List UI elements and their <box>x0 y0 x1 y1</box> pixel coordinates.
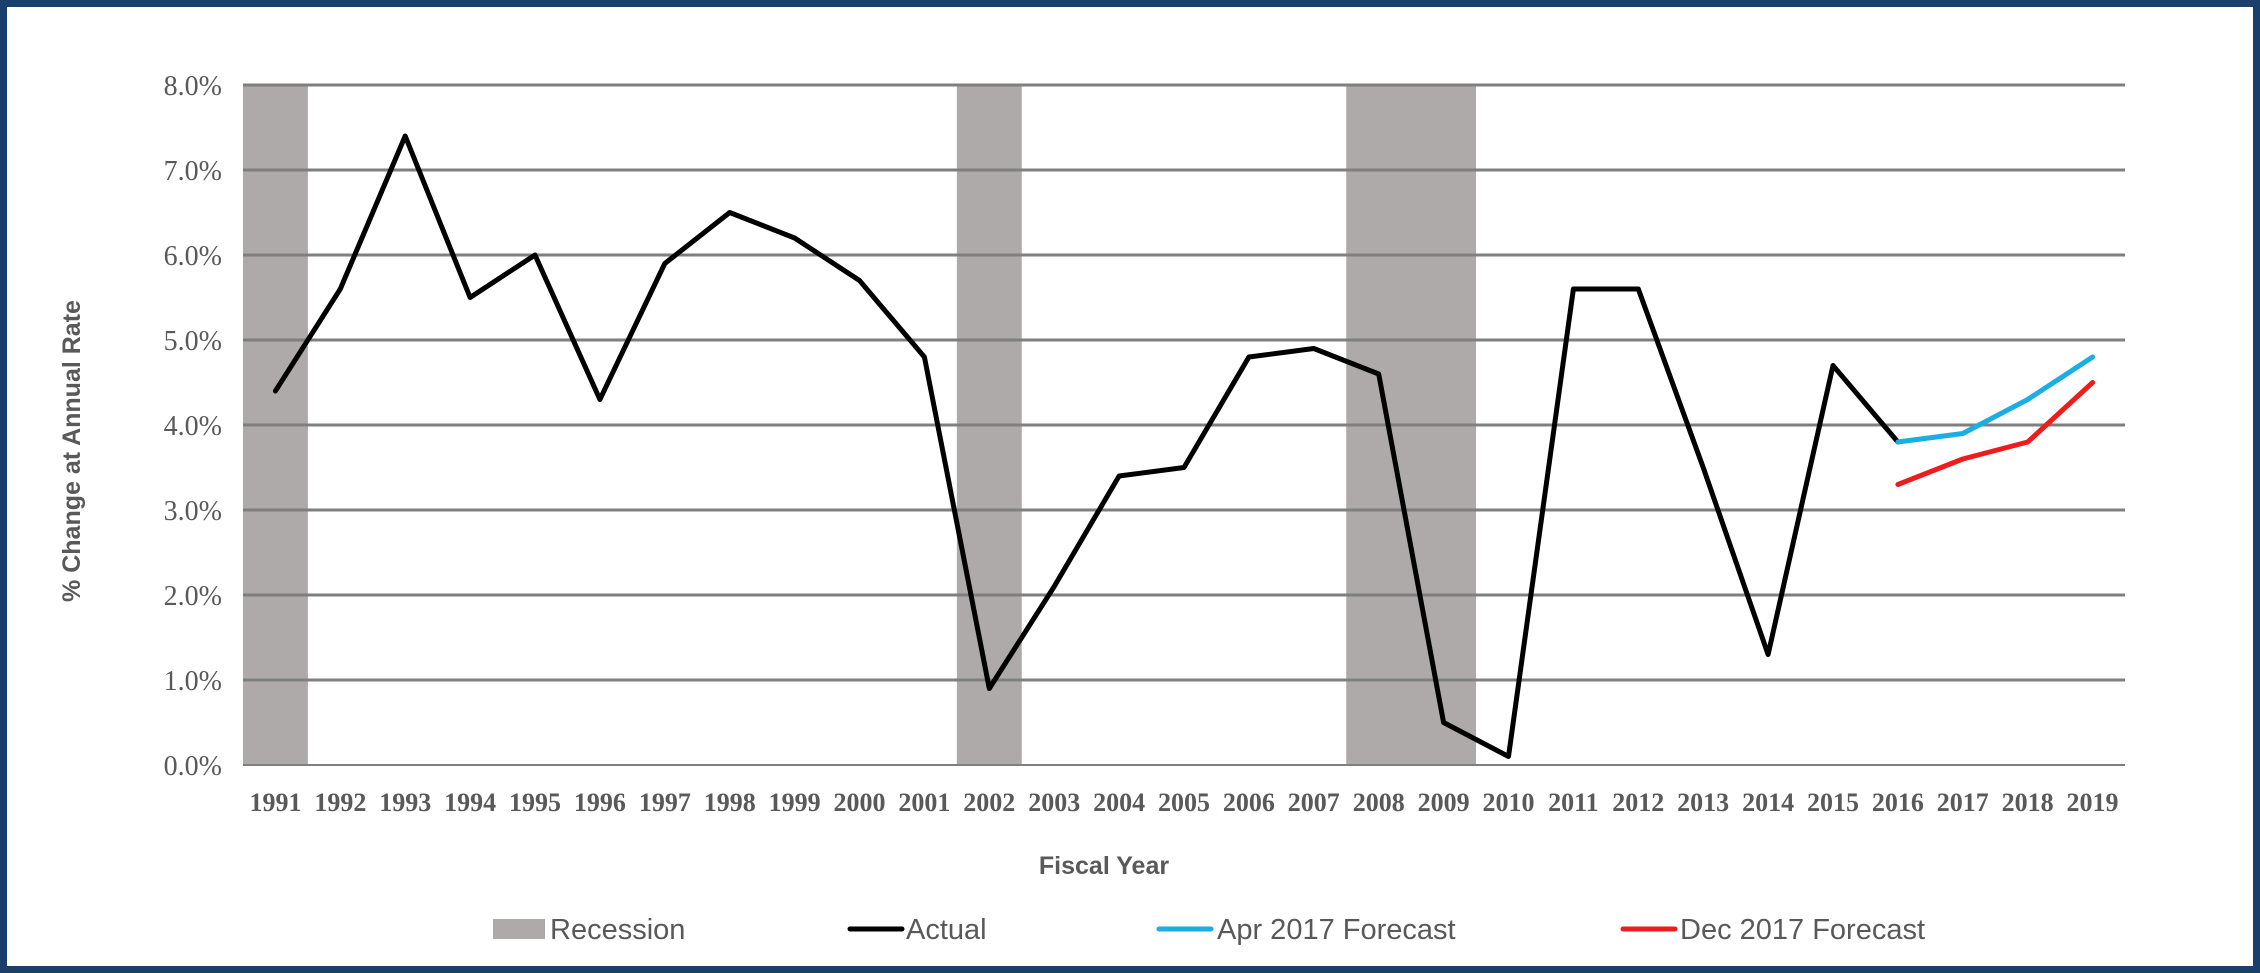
x-tick-label: 1992 <box>314 788 366 817</box>
x-tick-label: 2003 <box>1028 788 1080 817</box>
x-tick-label: 2004 <box>1093 788 1145 817</box>
legend-label: Apr 2017 Forecast <box>1217 914 1456 946</box>
x-tick-label: 2017 <box>1937 788 1989 817</box>
legend-item: Actual <box>847 914 987 946</box>
legend-label: Dec 2017 Forecast <box>1680 914 1925 946</box>
legend-swatch <box>493 919 545 939</box>
y-tick-label: 7.0% <box>164 156 222 187</box>
x-tick-label: 1998 <box>704 788 756 817</box>
y-tick-label: 3.0% <box>164 496 222 527</box>
y-tick-label: 5.0% <box>164 326 222 357</box>
series-line <box>1895 354 2096 445</box>
x-tick-label: 2016 <box>1872 788 1924 817</box>
legend-label: Actual <box>906 914 987 946</box>
x-tick-label: 1996 <box>574 788 626 817</box>
y-tick-label: 2.0% <box>164 581 222 612</box>
legend-item: Recession <box>493 914 685 946</box>
x-tick-label: 1995 <box>509 788 561 817</box>
line-chart: 0.0% 1.0% 2.0% 3.0% 4.0% 5.0% 6.0% 7.0% 8.0% 199… <box>58 71 2125 946</box>
x-tick-label: 2010 <box>1482 788 1534 817</box>
x-tick-label: 2006 <box>1223 788 1275 817</box>
x-tick-label: 2011 <box>1548 788 1599 817</box>
x-tick-label: 2015 <box>1807 788 1859 817</box>
x-tick-label: 2009 <box>1418 788 1470 817</box>
x-tick-label: 2018 <box>2002 788 2054 817</box>
y-axis-title: % Change at Annual Rate <box>58 300 86 602</box>
x-tick-label: 2012 <box>1612 788 1664 817</box>
x-tick-label: 2000 <box>834 788 886 817</box>
x-tick-label: 2001 <box>898 788 950 817</box>
y-tick-label: 1.0% <box>164 666 222 697</box>
x-tick-label: 2013 <box>1677 788 1729 817</box>
series-lines <box>272 133 2096 759</box>
x-tick-label: 2019 <box>2067 788 2119 817</box>
x-axis-tick-labels: 1991 1992 1993 1994 1995 1996 1997 1998 1999 2000… <box>249 788 2118 817</box>
x-tick-label: 1999 <box>769 788 821 817</box>
series-line <box>1895 380 2096 487</box>
legend-item: Apr 2017 Forecast <box>1156 914 1456 946</box>
x-tick-label: 2008 <box>1353 788 1405 817</box>
x-tick-label: 1991 <box>249 788 301 817</box>
gridlines <box>243 83 2125 766</box>
y-axis-tick-labels: 0.0% 1.0% 2.0% 3.0% 4.0% 5.0% 6.0% 7.0% 8.0% <box>164 71 222 782</box>
legend-item: Dec 2017 Forecast <box>1620 914 1925 946</box>
y-tick-label: 8.0% <box>164 71 222 102</box>
y-tick-label: 0.0% <box>164 751 222 782</box>
x-axis-title: Fiscal Year <box>1039 852 1169 880</box>
legend: Recession Actual Apr 2017 Forecast Dec 2017… <box>493 914 1925 946</box>
x-tick-label: 2014 <box>1742 788 1794 817</box>
legend-label: Recession <box>550 914 685 946</box>
x-tick-label: 2007 <box>1288 788 1340 817</box>
y-tick-label: 4.0% <box>164 411 222 442</box>
x-tick-label: 1994 <box>444 788 496 817</box>
x-tick-label: 1997 <box>639 788 691 817</box>
x-tick-label: 1993 <box>379 788 431 817</box>
x-tick-label: 2002 <box>963 788 1015 817</box>
y-tick-label: 6.0% <box>164 241 222 272</box>
series-line <box>272 133 1901 759</box>
x-tick-label: 2005 <box>1158 788 1210 817</box>
